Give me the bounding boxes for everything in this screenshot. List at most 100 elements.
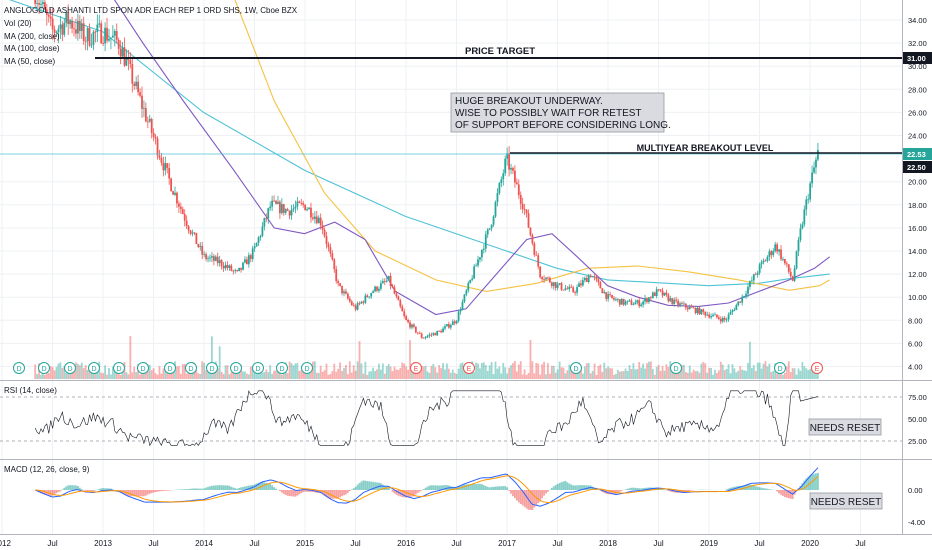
macd-histogram-bar (191, 488, 194, 490)
candle (106, 17, 108, 44)
volume-bar (141, 371, 143, 379)
dividend-marker[interactable]: D (206, 362, 218, 374)
candle (201, 241, 204, 260)
earnings-marker[interactable]: E (410, 362, 422, 374)
dividend-marker[interactable]: D (64, 362, 76, 374)
macd-histogram-bar (156, 490, 159, 492)
volume-bar (512, 363, 514, 379)
dividend-marker[interactable]: D (774, 362, 786, 374)
comment-box[interactable]: HUGE BREAKOUT UNDERWAY. WISE TO POSSIBLY… (450, 92, 671, 133)
macd-histogram-bar (752, 485, 755, 490)
dividend-marker[interactable]: D (301, 362, 313, 374)
dividend-marker[interactable]: D (113, 362, 125, 374)
time-tick-label: 2016 (397, 539, 415, 548)
price-axis[interactable]: 34.00 32.00 30.00 28.00 26.00 24.00 20.00 18.00… (908, 16, 927, 372)
volume-bar (580, 369, 582, 379)
macd-note-box[interactable]: NEEDS RESET (809, 492, 883, 510)
volume-bar (350, 372, 353, 379)
macd-histogram-bar (379, 483, 382, 490)
macd-histogram-bar (319, 490, 322, 494)
dividend-marker[interactable]: D (88, 362, 100, 374)
candle (795, 250, 798, 270)
candle (286, 207, 289, 212)
macd-histogram-bar (203, 488, 206, 490)
macd-histogram-bar (290, 490, 293, 497)
candle (815, 156, 817, 175)
candle (331, 250, 334, 261)
volume-bar (158, 366, 161, 379)
macd-histogram-bar (463, 484, 466, 490)
macd-histogram-bar (787, 490, 790, 499)
macd-histogram-bar (102, 488, 105, 490)
macd-histogram-bar (580, 485, 582, 490)
dividend-marker[interactable]: D (276, 362, 288, 374)
volume-bar (407, 369, 409, 379)
volume-bar (758, 362, 761, 379)
rsi-pane[interactable]: RSI (14, close) NEEDS RESET (0, 386, 902, 447)
macd-axis[interactable]: 0.00 -4.00 (908, 486, 925, 527)
macd-histogram-bar (325, 490, 328, 498)
earnings-marker[interactable]: E (811, 362, 823, 374)
rsi-axis[interactable]: 75.00 50.00 25.00 (908, 393, 927, 446)
volume-bar (807, 370, 810, 379)
candle (177, 200, 180, 213)
macd-histogram-bar (393, 490, 396, 494)
dividend-marker[interactable]: D (38, 362, 50, 374)
macd-histogram-bar (529, 490, 532, 510)
volume-bar (127, 374, 130, 379)
macd-histogram-bar (335, 490, 338, 499)
dividend-marker[interactable]: D (137, 362, 149, 374)
dividend-marker[interactable]: D (230, 362, 242, 374)
candle (591, 276, 594, 278)
macd-histogram-bar (368, 481, 371, 490)
candle (296, 197, 299, 211)
dividend-marker[interactable]: D (185, 362, 197, 374)
macd-histogram-bar (76, 486, 79, 490)
candle (480, 249, 483, 262)
candle (735, 303, 738, 311)
candle (395, 291, 398, 299)
volume-bar (288, 361, 291, 379)
dividend-marker[interactable]: D (13, 362, 25, 374)
dividend-marker[interactable]: D (252, 362, 264, 374)
volume-bar (712, 374, 714, 379)
candle (111, 25, 114, 38)
candle (288, 210, 291, 220)
candle (684, 303, 687, 311)
volume-bar (603, 362, 606, 379)
macd-histogram-bar (271, 485, 274, 490)
candle (207, 255, 209, 263)
macd-histogram-bar (193, 488, 196, 490)
candle (381, 278, 384, 284)
volume-bar (397, 369, 400, 379)
macd-histogram-bar (51, 490, 54, 496)
candle (807, 193, 810, 204)
macd-histogram-bar (543, 490, 545, 496)
dividend-marker[interactable]: D (164, 362, 176, 374)
volume-bar (168, 370, 171, 379)
rsi-note-box[interactable]: NEEDS RESET (808, 418, 882, 436)
earnings-marker[interactable]: E (463, 362, 475, 374)
macd-histogram-bar (244, 486, 246, 490)
dividend-marker[interactable]: D (670, 362, 682, 374)
candle (43, 0, 46, 11)
macd-histogram-bar (265, 482, 268, 490)
macd-pane[interactable]: MACD (12, 26, close, 9) NEEDS RESET (4, 465, 883, 510)
rsi-title: RSI (14, close) (4, 386, 57, 395)
candle (197, 243, 200, 249)
volume-bar (545, 374, 547, 379)
macd-histogram-bar (488, 487, 491, 490)
volume-bar (80, 362, 83, 379)
macd-histogram-bar (300, 490, 303, 494)
macd-histogram-bar (413, 490, 415, 497)
candle (523, 203, 526, 216)
dividend-marker[interactable]: D (570, 362, 582, 374)
volume-bar (290, 363, 293, 379)
volume-bar (249, 366, 252, 379)
candle (255, 242, 258, 247)
candle (123, 37, 126, 68)
time-axis[interactable]: 2012 Jul 2013 Jul 2014 Jul 2015 Jul 2016 Jul 2017 J… (0, 539, 866, 548)
candle (117, 37, 120, 56)
candle (615, 297, 617, 302)
